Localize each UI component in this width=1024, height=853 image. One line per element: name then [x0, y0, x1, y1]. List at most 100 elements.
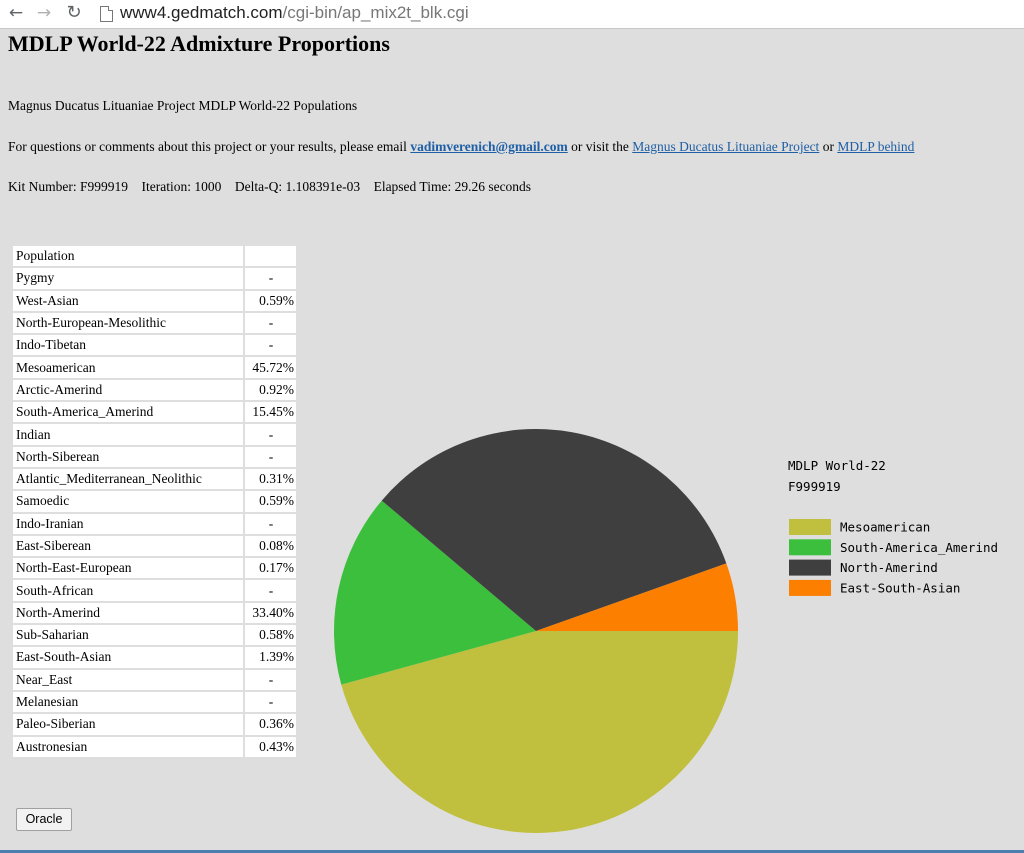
- population-value: 1.39%: [245, 647, 296, 668]
- pie-slice-north-amerind: [381, 429, 727, 631]
- population-value: 0.08%: [245, 535, 296, 557]
- table-row: East-South-Asian 1.39%: [13, 647, 296, 668]
- table-row: North-Amerind 33.40%: [13, 602, 296, 624]
- table-row: Atlantic_Mediterranean_Neolithic 0.31%: [13, 468, 296, 490]
- address-bar[interactable]: www4.gedmatch.com/cgi-bin/ap_mix2t_blk.c…: [120, 2, 469, 24]
- pie-slices: [334, 429, 738, 834]
- population-value: -: [245, 691, 296, 713]
- population-name: Pygmy: [13, 268, 243, 289]
- contact-line: For questions or comments about this pro…: [8, 139, 914, 155]
- table-row: Indian -: [13, 424, 296, 445]
- table-row: East-Siberean 0.08%: [13, 535, 296, 557]
- population-value: 0.36%: [245, 714, 296, 735]
- url-path: /cgi-bin/ap_mix2t_blk.cgi: [282, 3, 469, 22]
- contact-mid: or visit the: [567, 139, 633, 154]
- pie-slice-mesoamerican: [341, 631, 738, 834]
- table-row: North-European-Mesolithic -: [13, 312, 296, 334]
- browser-toolbar: ← → ↻ www4.gedmatch.com/cgi-bin/ap_mix2t…: [0, 0, 1024, 29]
- table-row: Mesoamerican 45.72%: [13, 357, 296, 378]
- population-name: Indo-Tibetan: [13, 335, 243, 356]
- population-value: -: [245, 312, 296, 334]
- table-row: North-Siberean -: [13, 446, 296, 467]
- population-name: North-European-Mesolithic: [13, 312, 243, 334]
- table-header-population: Population: [13, 246, 243, 267]
- population-value: 45.72%: [245, 357, 296, 378]
- population-value: 0.59%: [245, 491, 296, 512]
- chart-title: MDLP World-22: [788, 458, 886, 473]
- table-row: Indo-Iranian -: [13, 513, 296, 534]
- table-header-value: [245, 246, 296, 267]
- population-table: Population Pygmy - West-Asian 0.59% North-Eu…: [11, 244, 298, 759]
- population-name: Sub-Saharian: [13, 625, 243, 646]
- table-row: Near_East -: [13, 669, 296, 690]
- population-value: 0.17%: [245, 558, 296, 579]
- population-value: 0.92%: [245, 379, 296, 401]
- population-name: Atlantic_Mediterranean_Neolithic: [13, 468, 243, 490]
- population-value: 0.43%: [245, 736, 296, 757]
- population-name: Mesoamerican: [13, 357, 243, 378]
- table-header-row: Population: [13, 246, 296, 267]
- kit-info: Kit Number: F999919 Iteration: 1000 Delt…: [8, 179, 532, 194]
- table-row: West-Asian 0.59%: [13, 290, 296, 311]
- legend-swatch: [789, 539, 831, 556]
- population-value: 0.59%: [245, 290, 296, 311]
- project-link[interactable]: Magnus Ducatus Lituaniae Project: [632, 139, 820, 154]
- population-name: Indo-Iranian: [13, 513, 243, 534]
- population-name: Indian: [13, 424, 243, 445]
- mdlp-behind-link[interactable]: MDLP behind: [837, 139, 915, 154]
- population-value: 0.58%: [245, 625, 296, 646]
- forward-arrow-icon[interactable]: →: [36, 3, 52, 23]
- legend-label: East-South-Asian: [840, 580, 960, 595]
- table-row: Arctic-Amerind 0.92%: [13, 379, 296, 401]
- oracle-button[interactable]: Oracle: [16, 808, 72, 831]
- chart-legend: Mesoamerican South-America_Amerind North-A…: [789, 519, 998, 596]
- population-name: Austronesian: [13, 736, 243, 757]
- population-name: West-Asian: [13, 290, 243, 311]
- population-value: -: [245, 513, 296, 534]
- population-value: 33.40%: [245, 602, 296, 624]
- legend-swatch: [789, 579, 831, 596]
- population-value: -: [245, 669, 296, 690]
- chart-subtitle: F999919: [788, 479, 841, 494]
- contact-or: or: [819, 139, 838, 154]
- table-row: Austronesian 0.43%: [13, 736, 296, 757]
- population-name: North-East-European: [13, 558, 243, 579]
- population-name: South-America_Amerind: [13, 402, 243, 423]
- population-value: -: [245, 580, 296, 601]
- population-name: North-Siberean: [13, 446, 243, 467]
- population-value: -: [245, 446, 296, 467]
- email-link[interactable]: vadimverenich@gmail.com: [410, 139, 568, 154]
- population-name: Melanesian: [13, 691, 243, 713]
- legend-label: North-Amerind: [840, 560, 938, 575]
- page-icon: [100, 6, 113, 22]
- table-row: Indo-Tibetan -: [13, 335, 296, 356]
- back-arrow-icon[interactable]: ←: [8, 3, 24, 23]
- table-row: South-African -: [13, 580, 296, 601]
- legend-label: South-America_Amerind: [840, 540, 998, 555]
- table-row: Melanesian -: [13, 691, 296, 713]
- population-value: -: [245, 335, 296, 356]
- table-row: Samoedic 0.59%: [13, 491, 296, 512]
- table-row: Paleo-Siberian 0.36%: [13, 714, 296, 735]
- population-value: 15.45%: [245, 402, 296, 423]
- url-host: www4.gedmatch.com: [120, 3, 283, 22]
- population-name: Near_East: [13, 669, 243, 690]
- population-name: North-Amerind: [13, 602, 243, 624]
- population-name: Paleo-Siberian: [13, 714, 243, 735]
- population-value: -: [245, 268, 296, 289]
- reload-icon[interactable]: ↻: [66, 2, 82, 23]
- population-value: -: [245, 424, 296, 445]
- pie-slice-south-america-amerind: [334, 500, 536, 685]
- table-row: Sub-Saharian 0.58%: [13, 625, 296, 646]
- population-value: 0.31%: [245, 468, 296, 490]
- population-name: Arctic-Amerind: [13, 379, 243, 401]
- page-title: MDLP World-22 Admixture Proportions: [8, 31, 390, 56]
- population-name: Samoedic: [13, 491, 243, 512]
- legend-label: Mesoamerican: [840, 520, 930, 535]
- pie-slice-east-south-asian: [536, 563, 738, 631]
- legend-swatch: [789, 559, 831, 576]
- population-name: South-African: [13, 580, 243, 601]
- window-bottom-border: [0, 850, 1024, 853]
- contact-prefix: For questions or comments about this pro…: [8, 139, 411, 154]
